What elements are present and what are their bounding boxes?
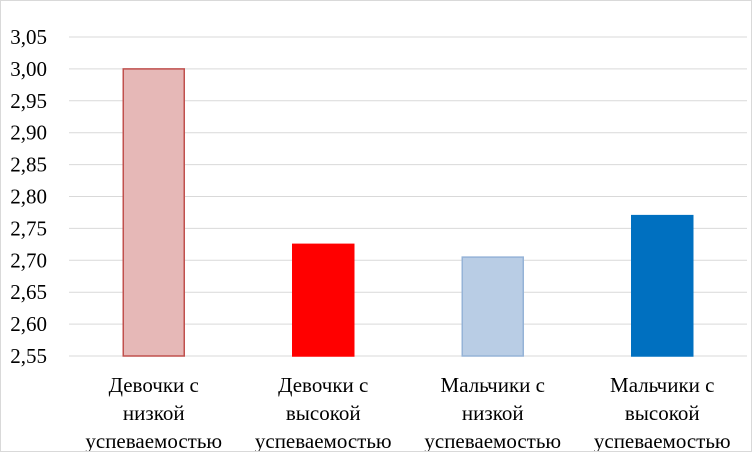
y-tick-label: 2,70 bbox=[10, 248, 47, 272]
x-tick-label: успеваемостью bbox=[424, 429, 561, 451]
x-tick-label: Девочки с bbox=[278, 373, 368, 397]
bar-3 bbox=[461, 256, 524, 357]
x-axis: Девочки с низкой успеваемостью Девочки с выс… bbox=[85, 373, 731, 453]
x-tick-label: успеваемостью bbox=[85, 429, 222, 451]
x-tick-label: Девочки с bbox=[109, 373, 199, 397]
y-tick-label: 2,80 bbox=[10, 185, 47, 209]
x-tick-label: низкой bbox=[462, 401, 524, 425]
y-tick-label: 2,90 bbox=[10, 121, 47, 145]
x-tick-label: успеваемостью bbox=[594, 429, 731, 451]
x-tick-label: высокой bbox=[286, 401, 361, 425]
y-tick-label: 2,95 bbox=[10, 89, 47, 113]
y-tick-label: 3,05 bbox=[10, 25, 47, 49]
bar-1 bbox=[122, 68, 185, 357]
bars bbox=[122, 68, 694, 357]
y-axis: 2,55 2,60 2,65 2,70 2,75 2,80 2,85 2,90 2,95 3,00… bbox=[10, 25, 47, 368]
bar-2 bbox=[292, 243, 355, 357]
y-tick-label: 2,85 bbox=[10, 153, 47, 177]
y-tick-label: 3,00 bbox=[10, 57, 47, 81]
x-tick-label: низкой bbox=[123, 401, 185, 425]
x-tick-label: высокой bbox=[625, 401, 700, 425]
y-tick-label: 2,55 bbox=[10, 344, 47, 368]
bar-4 bbox=[631, 214, 694, 357]
y-tick-label: 2,65 bbox=[10, 280, 47, 304]
y-tick-label: 2,75 bbox=[10, 216, 47, 240]
x-tick-label: Мальчики с bbox=[610, 373, 714, 397]
y-tick-label: 2,60 bbox=[10, 312, 47, 336]
x-tick-label: успеваемостью bbox=[255, 429, 392, 451]
x-tick-label: Мальчики с bbox=[441, 373, 545, 397]
